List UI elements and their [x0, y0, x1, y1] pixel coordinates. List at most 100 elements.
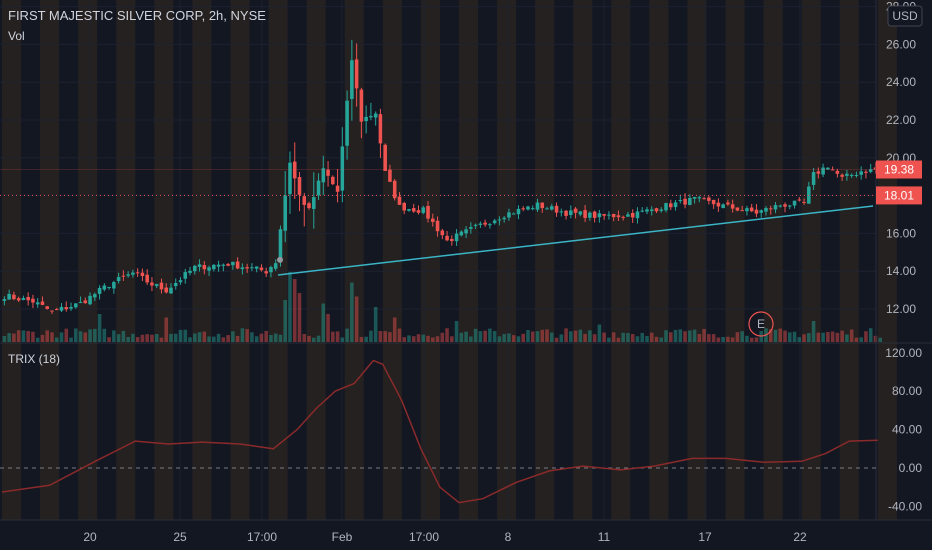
volume-bar: [635, 336, 640, 342]
candle-body: [440, 230, 445, 236]
session-band: [573, 0, 593, 520]
volume-legend: Vol: [8, 29, 25, 43]
candle-body: [216, 264, 221, 267]
session-band: [382, 0, 402, 520]
volume-bar: [340, 337, 345, 342]
time-tick-label: 17: [698, 530, 712, 544]
candle-body: [421, 207, 426, 213]
candle-body: [469, 227, 473, 229]
volume-bar: [459, 332, 464, 342]
session-band: [420, 0, 440, 520]
candle-body: [107, 286, 111, 288]
candle-body: [445, 235, 449, 241]
volume-bar: [692, 329, 697, 342]
candle-body: [740, 210, 744, 212]
session-band: [687, 0, 707, 520]
volume-bar: [7, 333, 11, 342]
volume-bar: [140, 334, 145, 342]
volume-bar: [264, 330, 268, 342]
trix-legend: TRIX (18): [8, 352, 61, 366]
candle-body: [859, 171, 863, 175]
volume-bar: [783, 330, 787, 342]
session-band: [497, 0, 517, 520]
volume-bar: [592, 334, 597, 342]
volume-bar: [31, 331, 35, 342]
volume-bar: [849, 329, 854, 342]
volume-bar: [602, 332, 606, 342]
volume-bar: [526, 330, 530, 342]
currency-badge[interactable]: [887, 5, 923, 27]
volume-bar: [373, 307, 378, 342]
candle-body: [397, 196, 402, 205]
candle-body: [131, 272, 135, 275]
volume-bar: [107, 337, 111, 342]
volume-bar: [183, 329, 188, 342]
volume-bar: [607, 337, 611, 342]
candle-body: [797, 199, 802, 201]
volume-bar: [649, 332, 654, 342]
candle-body: [649, 209, 654, 212]
volume-bar: [178, 329, 183, 342]
volume-bar: [559, 334, 564, 342]
volume-bar: [502, 334, 506, 342]
candle-body: [735, 207, 740, 211]
candle-body: [749, 207, 754, 212]
volume-bar: [426, 335, 430, 342]
volume-bar: [221, 337, 226, 342]
last-price-tag: [876, 160, 922, 179]
candle-body: [535, 202, 540, 210]
candle-body: [340, 146, 345, 191]
candle-body: [307, 203, 311, 209]
volume-bar: [145, 334, 149, 342]
volume-bar: [250, 332, 254, 342]
volume-bar: [193, 333, 197, 342]
volume-bar: [231, 331, 235, 342]
candle-body: [521, 208, 525, 210]
volume-bar: [21, 330, 26, 342]
candle-body: [188, 270, 192, 273]
candle-body: [93, 294, 97, 298]
candle-body: [140, 272, 145, 277]
candle-body: [154, 284, 159, 287]
candle-body: [811, 172, 816, 185]
candle-body: [768, 208, 773, 210]
volume-bar: [74, 328, 78, 342]
volume-bar: [816, 332, 821, 342]
candle-body: [112, 282, 116, 289]
candle-body: [588, 212, 592, 218]
volume-bar: [578, 329, 583, 342]
volume-bar: [416, 334, 421, 342]
trix-tick-label: 40.00: [892, 423, 922, 437]
volume-bar: [169, 333, 173, 342]
candle-body: [697, 197, 702, 199]
volume-bar: [516, 336, 521, 342]
volume-bar: [216, 333, 221, 342]
volume-bar: [645, 335, 649, 342]
candle-body: [759, 210, 763, 213]
candle-body: [488, 224, 492, 226]
volume-bar: [440, 332, 445, 342]
volume-bar: [64, 328, 69, 342]
volume-bar: [530, 331, 535, 342]
reference-price-label: 18.01: [884, 188, 914, 202]
trendline: [277, 205, 874, 276]
volume-bar: [431, 337, 435, 342]
volume-bar: [640, 332, 644, 342]
volume-bar: [240, 328, 245, 342]
volume-bar: [12, 333, 16, 342]
candle-body: [626, 214, 630, 217]
earnings-marker[interactable]: [748, 311, 774, 337]
session-band: [649, 0, 669, 520]
trix-indicator: [0, 359, 878, 504]
volume-bar: [312, 337, 316, 342]
candle-body: [235, 261, 240, 269]
candle-body: [331, 176, 335, 185]
candle-body: [773, 205, 778, 210]
volume-bar: [768, 329, 773, 342]
candle-body: [2, 299, 7, 301]
candle-body: [783, 204, 787, 207]
volume-bar: [773, 329, 778, 342]
volume-bar: [707, 334, 711, 342]
